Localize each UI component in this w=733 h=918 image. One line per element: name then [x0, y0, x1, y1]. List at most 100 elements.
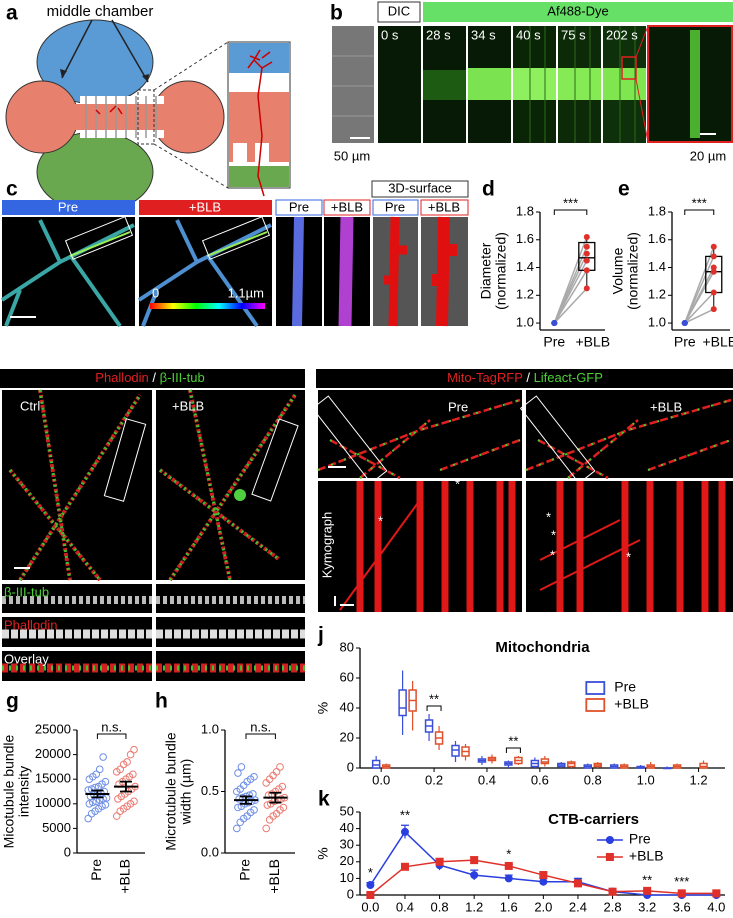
illustration-shape [255, 73, 269, 92]
label: * [378, 513, 383, 528]
point [130, 797, 138, 806]
significance-label: *** [692, 195, 707, 210]
pair-line [684, 308, 715, 324]
point [262, 824, 271, 833]
label: +BLB [172, 398, 204, 413]
illustration-shape [80, 130, 164, 138]
label: h [155, 690, 168, 713]
illustration-shape [8, 389, 142, 581]
significance-label: n.s. [101, 719, 122, 734]
label: 50 µm [334, 148, 370, 163]
significance-label: ** [429, 691, 439, 706]
y-tick-label: 80 [340, 639, 354, 654]
illustration-shape [64, 216, 134, 260]
illustration-shape [2, 200, 135, 215]
label: Af488-Dye [547, 3, 608, 18]
y-tick-label: 40 [340, 820, 354, 835]
marker [400, 827, 409, 836]
label: b [330, 2, 343, 25]
y-axis-label: (normalized) [625, 232, 641, 310]
point [123, 758, 131, 766]
point [272, 768, 281, 776]
y-axis-label: Microtubule bundle [163, 732, 179, 851]
x-tick-label: +BLB [702, 334, 733, 350]
illustration-shape [275, 199, 323, 216]
illustration-shape [525, 398, 732, 480]
label: +BLB [331, 199, 363, 214]
significance-bracket [426, 705, 442, 711]
label: 40 s [516, 27, 541, 42]
marker [470, 871, 479, 880]
label: a [6, 2, 18, 25]
marker [435, 857, 444, 866]
illustration-shape [420, 199, 469, 216]
illustration-shape [513, 68, 556, 100]
pair-line [553, 269, 588, 324]
y-tick-label: 0 [347, 759, 354, 774]
label: 34 s [471, 27, 496, 42]
point [583, 250, 590, 257]
legend-marker [605, 853, 614, 861]
illustration-shape [529, 26, 636, 143]
marker [470, 856, 479, 865]
y-tick-label: 0 [64, 844, 71, 859]
y-axis-label: Diameter [478, 242, 494, 299]
y-tick-label: 1.0 [201, 721, 219, 736]
significance-label: * [368, 865, 373, 880]
x-tick-label: 0.8 [584, 772, 602, 787]
x-tick-label: 1.2 [465, 899, 483, 914]
point [263, 801, 272, 809]
live-imaging: Mito-TagRFP / Lifeact-GFP Pre +BLB Kymog… [311, 369, 733, 612]
illustration-shape [690, 30, 700, 138]
point [710, 268, 717, 275]
x-tick-label: +BLB [117, 859, 133, 894]
marker [504, 861, 513, 870]
chamber-diagram: middle chamber [5, 3, 291, 213]
point [250, 806, 258, 814]
illustration-shape [229, 166, 289, 187]
legend-swatch [585, 698, 606, 712]
illustration-shape [340, 604, 354, 606]
illustration-shape [137, 219, 272, 328]
point [710, 243, 717, 250]
point [551, 320, 558, 327]
label: DIC [388, 3, 410, 18]
illustration-shape [377, 1, 421, 23]
significance-label: * [506, 847, 511, 862]
illustration-shape [311, 395, 388, 484]
label: Phallodin / β-III-tub [95, 370, 204, 385]
staining-images: Phallodin / β-III-tub Ctrl +BLB β-III-tu… [0, 369, 305, 681]
x-tick-label: Pre [237, 859, 253, 881]
label: Pre [58, 199, 78, 214]
point [101, 777, 110, 786]
point [112, 812, 121, 820]
illustration-shape [334, 596, 336, 606]
y-axis-label: (normalized) [493, 232, 509, 310]
illustration-shape [80, 96, 164, 104]
illustration-shape [251, 418, 299, 502]
illustration-shape [292, 216, 304, 327]
point [278, 782, 287, 791]
illustration-shape [255, 143, 269, 166]
label: j [317, 624, 324, 647]
y-axis-label: intensity [16, 766, 32, 817]
label: Kymograph [319, 512, 334, 578]
y-tick-label: 10 [340, 870, 354, 885]
y-tick-label: 0 [347, 886, 354, 901]
legend-label: +BLB [614, 696, 649, 712]
y-tick-label: 60 [340, 669, 354, 684]
illustration-shape [318, 390, 522, 478]
x-tick-label: 3.2 [638, 899, 656, 914]
x-tick-label: +BLB [266, 859, 282, 894]
illustration-shape [229, 43, 289, 73]
illustration-shape [356, 481, 516, 612]
label: 3D-surface [388, 180, 452, 195]
label: * [546, 509, 551, 524]
label: +BLB [428, 199, 460, 214]
marker [539, 871, 548, 880]
label: * [626, 549, 631, 564]
y-tick-label: 1.6 [516, 231, 534, 246]
pair-line [684, 256, 715, 324]
pair-line [553, 287, 588, 324]
